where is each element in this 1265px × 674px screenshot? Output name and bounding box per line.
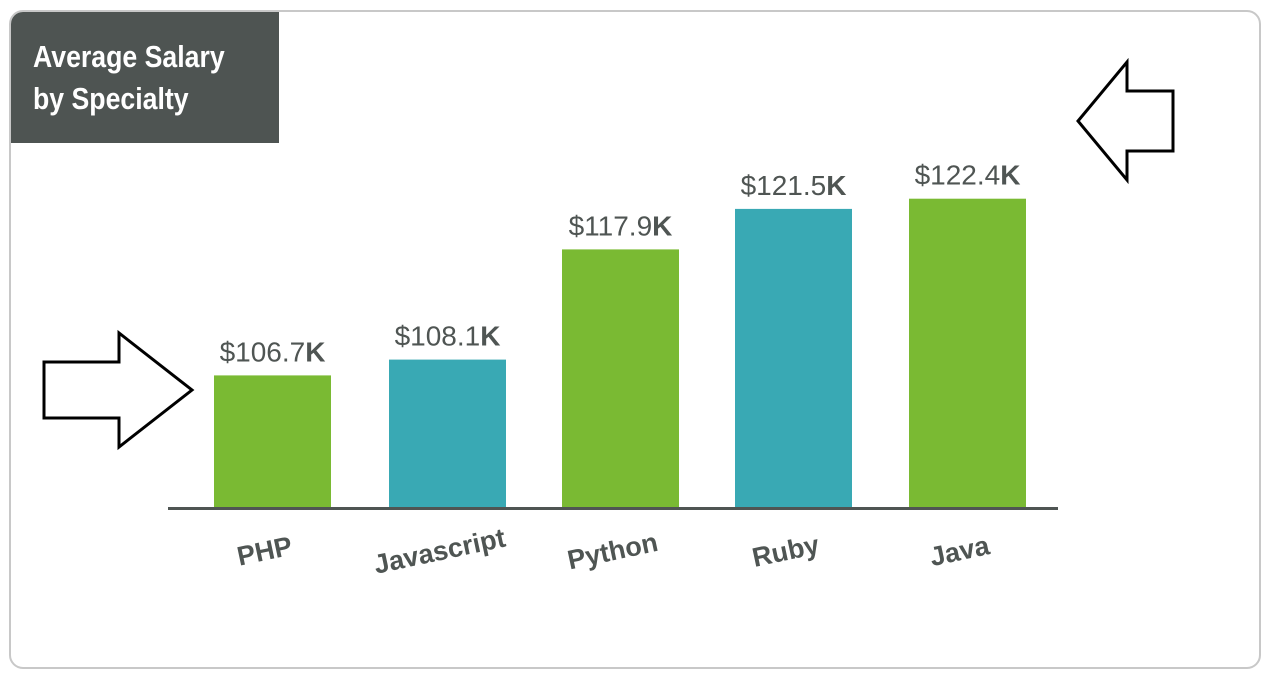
value-label-amount: $122.4 [915,160,1001,191]
chart-title-box: Average Salary by Specialty [11,12,279,143]
arrow-left-outline-icon [1076,57,1175,185]
value-label-unit: K [652,210,672,241]
value-label-java: $122.4K [915,160,1021,191]
bar-java [909,198,1026,507]
value-label-unit: K [480,321,500,352]
value-label-unit: K [305,336,325,367]
value-label-amount: $108.1 [395,321,481,352]
category-label-ruby: Ruby [749,530,821,573]
value-label-ruby: $121.5K [741,170,847,201]
value-label-unit: K [1000,160,1020,191]
bars-group [214,198,1026,507]
value-label-amount: $106.7 [220,336,306,367]
chart-title-line-2: by Specialty [33,81,189,116]
value-label-javascript: $108.1K [395,321,501,352]
value-label-amount: $121.5 [741,170,827,201]
value-label-php: $106.7K [220,336,326,367]
value-label-unit: K [826,170,846,201]
arrow-right-outline-icon [42,329,195,451]
value-labels-group: $106.7K$108.1K$117.9K$121.5K $122.4K [220,160,1021,368]
category-label-javascript: Javascript [371,523,508,580]
category-label-java: Java [927,530,993,572]
value-label-python: $117.9K [569,210,673,241]
bar-python [562,249,679,507]
value-label-amount: $117.9 [569,210,653,241]
bar-ruby [735,208,852,507]
bar-javascript [389,359,506,507]
category-label-php: PHP [234,531,295,572]
chart-title-line-1: Average Salary [33,39,225,74]
bar-php [214,375,331,507]
category-label-python: Python [565,527,661,575]
category-labels-group: PHP Javascript Python Ruby Java [234,523,993,580]
